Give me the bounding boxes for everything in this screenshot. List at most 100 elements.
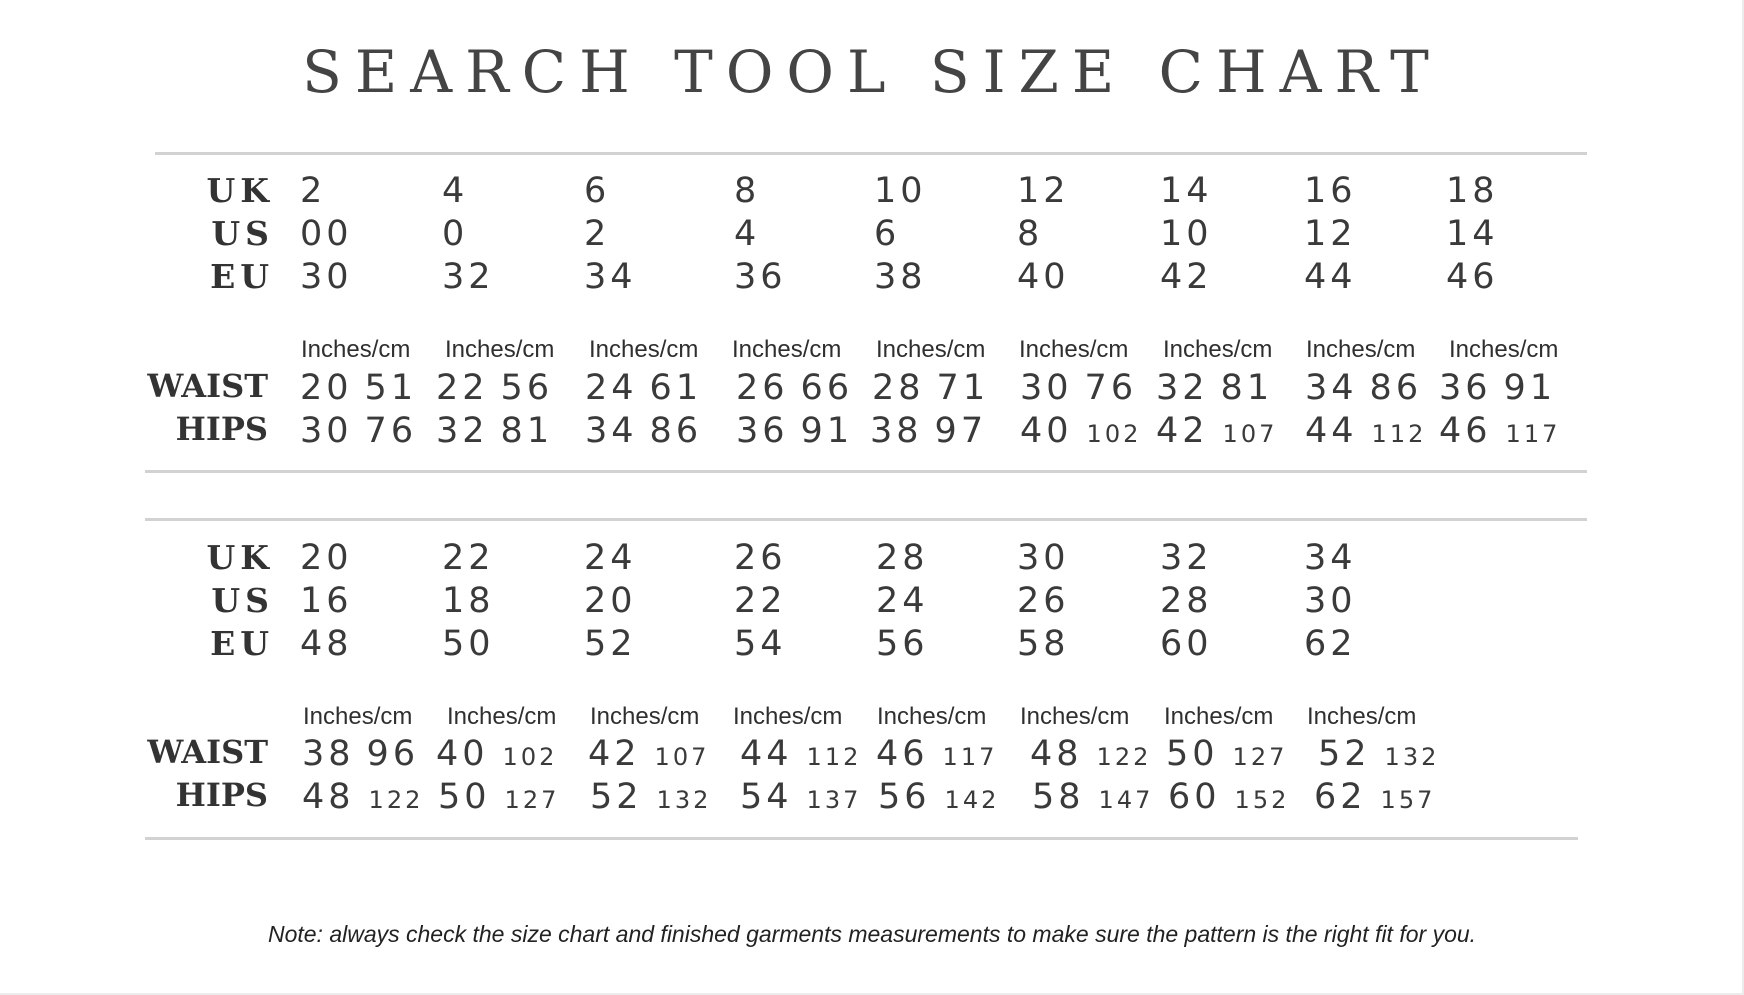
unit-label: Inches/cm: [1019, 336, 1129, 363]
eu-size: 54: [734, 624, 787, 664]
waist-measurement: 22 56: [436, 368, 554, 408]
label-uk: UK: [206, 538, 274, 577]
label-hips: HIPS: [175, 776, 268, 814]
unit-label: Inches/cm: [733, 703, 843, 730]
us-size: 12: [1304, 214, 1357, 254]
us-size: 26: [1017, 581, 1070, 621]
page-title: SEARCH TOOL SIZE CHART: [302, 38, 1442, 106]
hips-measurement: 50 127: [438, 777, 560, 817]
uk-size: 18: [1446, 171, 1499, 211]
eu-size: 58: [1017, 624, 1070, 664]
us-size: 6: [874, 214, 901, 254]
label-us: US: [211, 214, 274, 253]
waist-measurement: 28 71: [872, 368, 990, 408]
waist-measurement: 38 96: [302, 734, 420, 774]
eu-size: 42: [1160, 257, 1213, 297]
label-eu: EU: [210, 624, 274, 663]
fit-note: Note: always check the size chart and fi…: [267, 921, 1477, 947]
eu-size: 48: [300, 624, 353, 664]
us-size: 22: [734, 581, 787, 621]
section-2-bottom-rule: [145, 837, 1578, 840]
label-waist: WAIST: [147, 733, 268, 771]
us-size: 00: [300, 214, 353, 254]
us-size: 2: [584, 214, 611, 254]
waist-measurement: 48 122: [1030, 734, 1152, 774]
label-waist: WAIST: [147, 367, 268, 405]
hips-measurement: 60 152: [1168, 777, 1290, 817]
us-size: 0: [442, 214, 469, 254]
waist-measurement: 44 112: [740, 734, 862, 774]
eu-size: 30: [300, 257, 353, 297]
uk-size: 2: [300, 171, 327, 211]
uk-size: 14: [1160, 171, 1213, 211]
us-size: 30: [1304, 581, 1357, 621]
unit-label: Inches/cm: [1449, 336, 1559, 363]
hips-measurement: 62 157: [1314, 777, 1436, 817]
waist-measurement: 50 127: [1166, 734, 1288, 774]
unit-label: Inches/cm: [1164, 703, 1274, 730]
unit-label: Inches/cm: [877, 703, 987, 730]
waist-measurement: 24 61: [585, 368, 703, 408]
us-size: 14: [1446, 214, 1499, 254]
unit-label: Inches/cm: [1163, 336, 1273, 363]
unit-label: Inches/cm: [1020, 703, 1130, 730]
uk-size: 30: [1017, 538, 1070, 578]
eu-size: 36: [734, 257, 787, 297]
waist-measurement: 46 117: [876, 734, 998, 774]
uk-size: 6: [584, 171, 611, 211]
hips-measurement: 58 147: [1032, 777, 1154, 817]
us-size: 24: [876, 581, 929, 621]
eu-size: 34: [584, 257, 637, 297]
us-size: 10: [1160, 214, 1213, 254]
waist-measurement: 32 81: [1156, 368, 1274, 408]
waist-measurement: 34 86: [1305, 368, 1423, 408]
uk-size: 26: [734, 538, 787, 578]
uk-size: 22: [442, 538, 495, 578]
us-size: 4: [734, 214, 761, 254]
hips-measurement: 38 97: [870, 411, 988, 451]
us-size: 20: [584, 581, 637, 621]
section-1-top-rule: [155, 152, 1587, 155]
us-size: 16: [300, 581, 353, 621]
eu-size: 62: [1304, 624, 1357, 664]
uk-size: 34: [1304, 538, 1357, 578]
label-hips: HIPS: [175, 410, 268, 448]
waist-measurement: 30 76: [1020, 368, 1138, 408]
eu-size: 52: [584, 624, 637, 664]
waist-measurement: 52 132: [1318, 734, 1440, 774]
hips-measurement: 36 91: [736, 411, 854, 451]
unit-label: Inches/cm: [1306, 336, 1416, 363]
unit-label: Inches/cm: [732, 336, 842, 363]
unit-label: Inches/cm: [589, 336, 699, 363]
waist-measurement: 40 102: [436, 734, 558, 774]
unit-label: Inches/cm: [876, 336, 986, 363]
waist-measurement: 26 66: [736, 368, 854, 408]
waist-measurement: 36 91: [1439, 368, 1557, 408]
hips-measurement: 30 76: [300, 411, 418, 451]
hips-measurement: 44 112: [1305, 411, 1427, 451]
eu-size: 46: [1446, 257, 1499, 297]
unit-label: Inches/cm: [1307, 703, 1417, 730]
unit-label: Inches/cm: [447, 703, 557, 730]
eu-size: 56: [876, 624, 929, 664]
eu-size: 38: [874, 257, 927, 297]
label-eu: EU: [210, 257, 274, 296]
waist-measurement: 42 107: [588, 734, 710, 774]
hips-measurement: 48 122: [302, 777, 424, 817]
eu-size: 40: [1017, 257, 1070, 297]
section-1-bottom-rule: [145, 470, 1587, 473]
uk-size: 4: [442, 171, 469, 211]
uk-size: 28: [876, 538, 929, 578]
uk-size: 24: [584, 538, 637, 578]
uk-size: 20: [300, 538, 353, 578]
hips-measurement: 40 102: [1020, 411, 1142, 451]
uk-size: 32: [1160, 538, 1213, 578]
hips-measurement: 34 86: [585, 411, 703, 451]
hips-measurement: 46 117: [1439, 411, 1561, 451]
hips-measurement: 32 81: [436, 411, 554, 451]
section-2-top-rule: [145, 518, 1587, 521]
unit-label: Inches/cm: [303, 703, 413, 730]
us-size: 8: [1017, 214, 1044, 254]
us-size: 18: [442, 581, 495, 621]
